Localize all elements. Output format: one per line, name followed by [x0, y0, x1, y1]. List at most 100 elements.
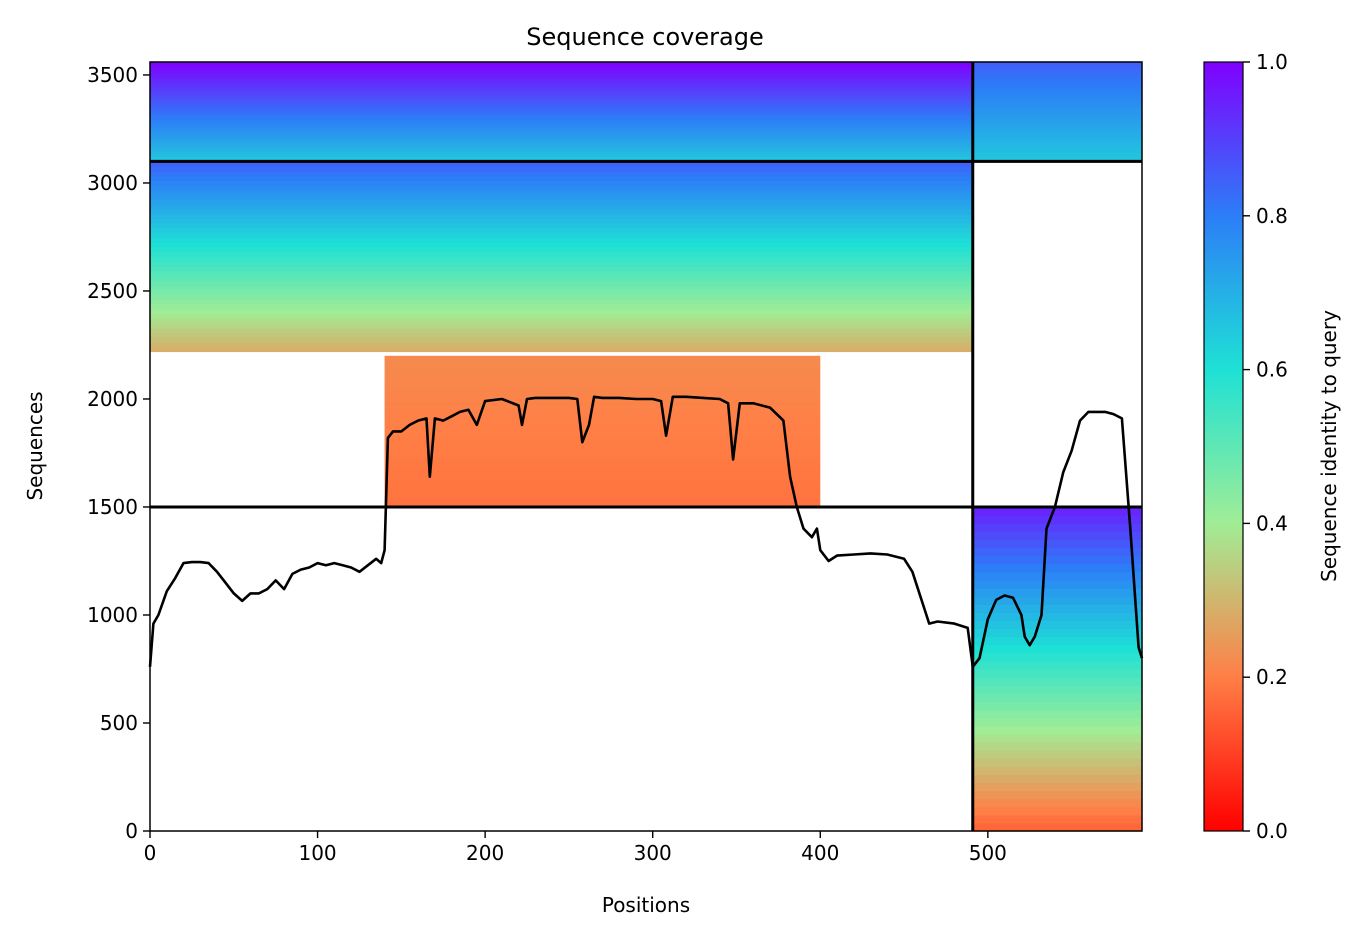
heatmap-cell — [972, 79, 1142, 83]
heatmap-cell — [972, 806, 1142, 816]
heatmap-cell — [150, 180, 973, 186]
heatmap-cell — [972, 604, 1142, 613]
heatmap-cell — [150, 332, 973, 338]
heatmap-cell — [150, 91, 973, 95]
heatmap-cell — [972, 547, 1142, 557]
heatmap-cell — [384, 423, 821, 429]
heatmap-cell — [972, 66, 1142, 71]
heatmap-cell — [972, 531, 1142, 540]
heatmap-cell — [150, 170, 973, 177]
heatmap-cell — [150, 189, 973, 196]
heatmap-cell — [150, 242, 973, 248]
heatmap-cell — [972, 612, 1142, 621]
heatmap-cell — [150, 204, 973, 210]
heatmap-cell — [972, 571, 1142, 581]
heatmap-cell — [384, 435, 821, 440]
colorbar-ticks: 0.0 0.2 0.4 0.6 0.8 1.0 — [1243, 50, 1288, 843]
heatmap-cell — [150, 284, 973, 291]
heatmap-cell — [150, 131, 973, 135]
heatmap-cell — [150, 126, 973, 130]
heatmap-cell — [972, 685, 1142, 694]
heatmap-cell — [384, 450, 821, 455]
heatmap-cell — [972, 636, 1142, 646]
heatmap-cell — [972, 114, 1142, 118]
heatmap-cell — [384, 389, 821, 395]
colorbar-label: Sequence identity to query — [1317, 310, 1341, 582]
heatmap-cell — [384, 476, 821, 482]
heatmap-cell — [972, 64, 1142, 68]
heatmap-cell — [972, 153, 1142, 157]
heatmap-cell — [384, 442, 821, 448]
heatmap-cell — [384, 427, 821, 432]
heatmap-cell — [150, 289, 973, 296]
heatmap-cell — [150, 337, 973, 343]
heatmap-cell — [150, 64, 973, 68]
colorbar-gradient — [1203, 61, 1244, 832]
y-tick-label: 3500 — [87, 63, 138, 87]
x-tick-label: 500 — [969, 841, 1007, 865]
heatmap-cell — [972, 693, 1142, 702]
y-tick-label: 0 — [125, 819, 138, 843]
coverage-line-layer — [148, 395, 1144, 669]
colorbar-tick-label: 1.0 — [1256, 50, 1288, 74]
heatmap-cell — [150, 308, 973, 315]
heatmap-cell — [150, 246, 973, 253]
heatmap-cell — [384, 404, 821, 410]
heatmap-cell — [384, 495, 821, 501]
heatmap-cell — [972, 798, 1142, 808]
heatmap-cell — [972, 644, 1142, 654]
heatmap-cell — [150, 208, 973, 215]
heatmap-cell — [972, 766, 1142, 775]
heatmap-cell — [384, 461, 821, 467]
heatmap-cell — [384, 355, 821, 361]
heatmap-cell — [150, 166, 973, 172]
heatmap-cell — [972, 782, 1142, 792]
heatmap-cell — [972, 709, 1142, 719]
y-tick-label: 1000 — [87, 603, 138, 627]
heatmap-cell — [384, 378, 821, 383]
heatmap-cell — [972, 134, 1142, 138]
heatmap-cell — [150, 84, 973, 88]
heatmap-cell — [150, 146, 973, 150]
heatmap-cell — [972, 99, 1142, 103]
heatmap-cell — [972, 725, 1142, 735]
heatmap-cell — [150, 261, 973, 267]
heatmap-cell — [972, 101, 1142, 105]
heatmap-cell — [150, 218, 973, 224]
heatmap-cell — [972, 749, 1142, 759]
heatmap-cell — [972, 596, 1142, 605]
y-axis-label: Sequences — [23, 391, 47, 500]
heatmap-cell — [972, 84, 1142, 88]
heatmap-cell — [972, 111, 1142, 115]
heatmap-cell — [150, 327, 973, 334]
heatmap-cell — [150, 96, 973, 100]
heatmap-cell — [384, 465, 821, 470]
heatmap-cell — [384, 393, 821, 398]
heatmap-cell — [972, 119, 1142, 123]
heatmap-cell — [150, 81, 973, 85]
heatmap-cell — [150, 322, 973, 329]
heatmap-cell — [972, 126, 1142, 130]
heatmap-cell — [150, 129, 973, 133]
heatmap-cell — [150, 116, 973, 120]
heatmap-cell — [150, 124, 973, 128]
heatmap-cell — [972, 677, 1142, 686]
heatmap-cell — [972, 790, 1142, 800]
heatmap-cell — [972, 94, 1142, 98]
y-tick-label: 1500 — [87, 495, 138, 519]
heatmap-cell — [384, 408, 821, 414]
heatmap-cell — [972, 628, 1142, 638]
heatmap-cell — [150, 156, 973, 160]
heatmap-cell — [384, 386, 821, 391]
heatmap-cell — [150, 275, 973, 281]
heatmap-cell — [384, 367, 821, 372]
plot-frame — [149, 61, 1143, 832]
heatmap-cell — [150, 114, 973, 118]
heatmap-cell — [150, 185, 973, 191]
heatmap-cell — [150, 213, 973, 219]
block-C — [384, 355, 821, 508]
heatmap-cell — [150, 227, 973, 234]
y-tick-label: 2500 — [87, 279, 138, 303]
heatmap-cell — [150, 66, 973, 71]
heatmap-cell — [972, 668, 1142, 678]
